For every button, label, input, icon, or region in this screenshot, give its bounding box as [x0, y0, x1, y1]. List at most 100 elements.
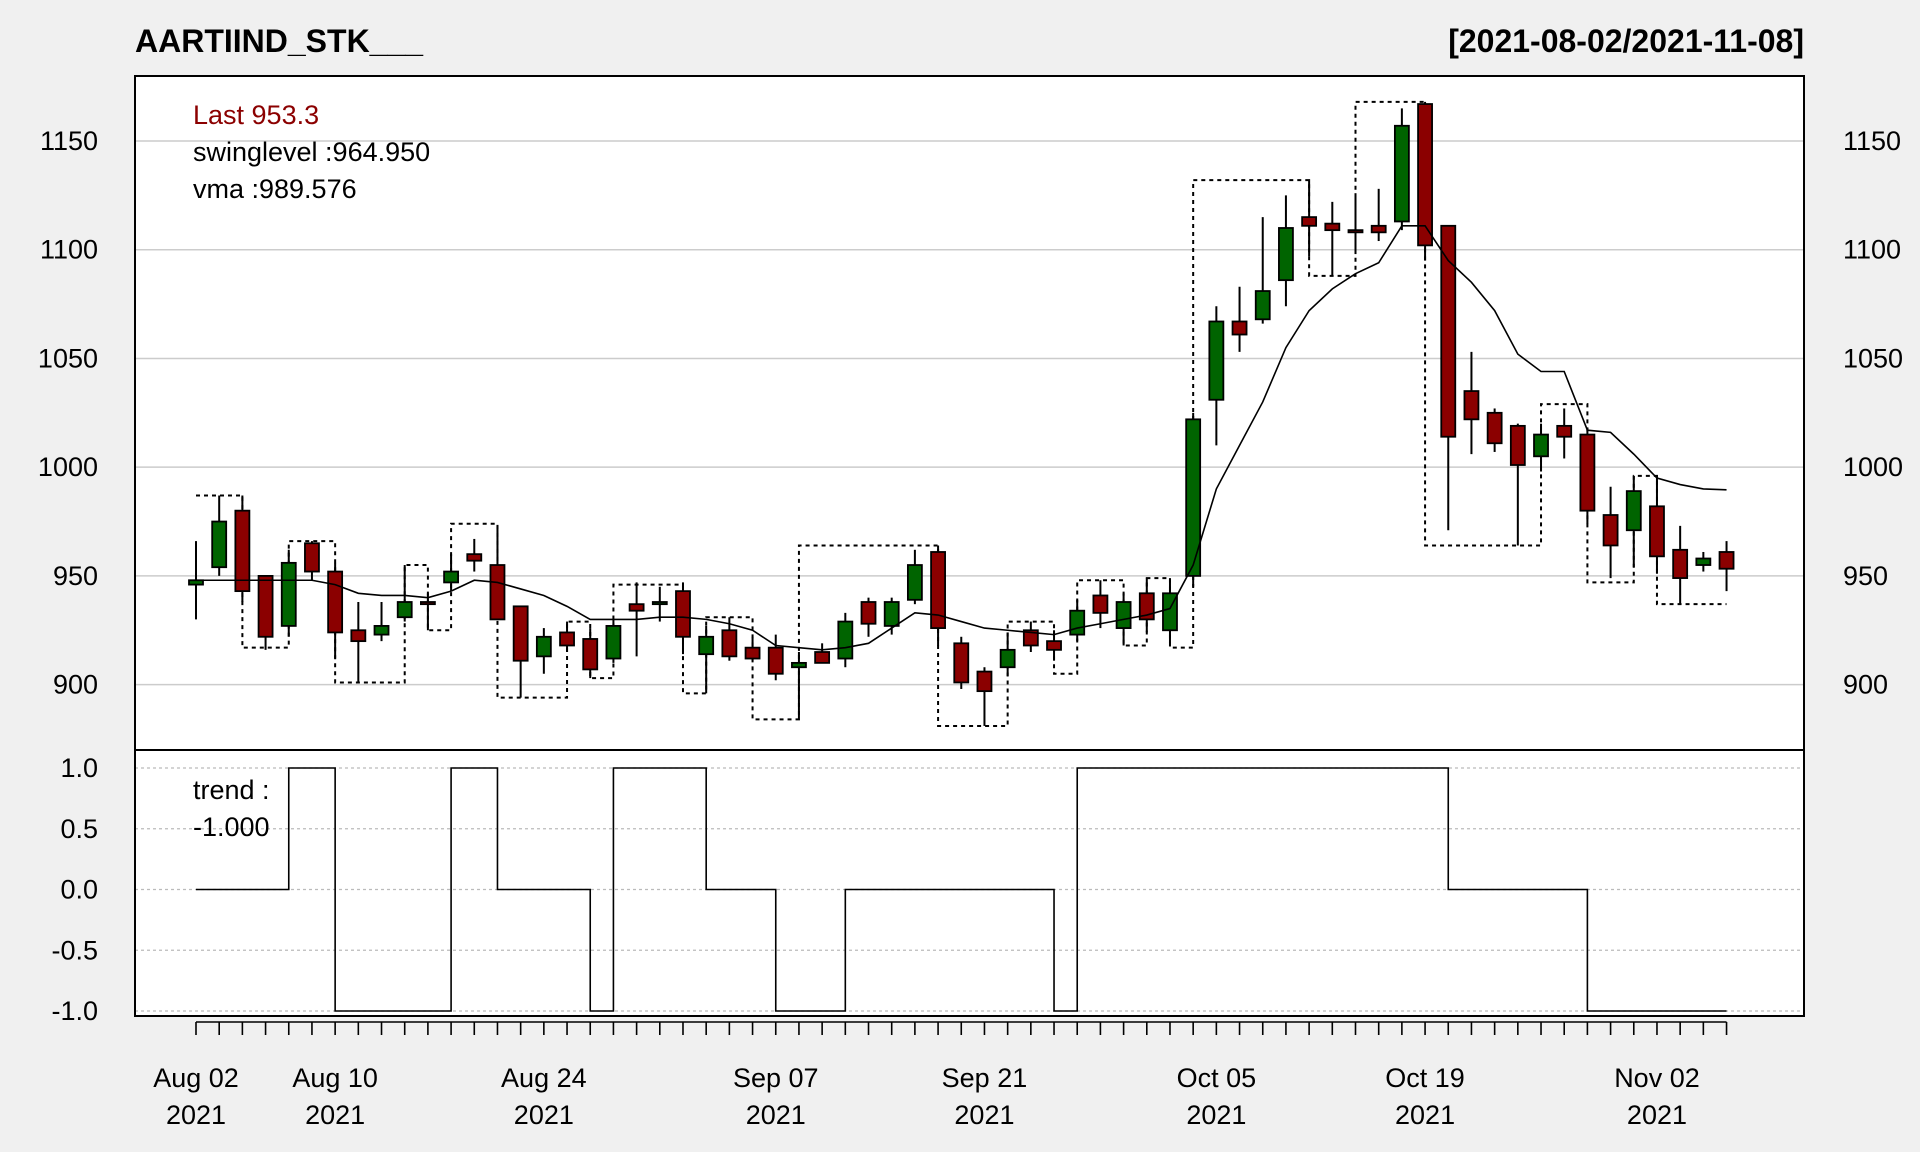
candle	[535, 628, 552, 674]
candle	[1556, 408, 1573, 459]
candle	[1231, 286, 1248, 352]
candle-body-down	[628, 603, 645, 612]
price-tick-label-right: 900	[1843, 670, 1888, 700]
candle	[211, 495, 228, 576]
candle	[1672, 525, 1689, 605]
candle	[1370, 188, 1387, 242]
candle-body-up	[1254, 290, 1271, 321]
candle	[1649, 475, 1665, 574]
candle-body-down	[582, 638, 599, 671]
trend-tick-label: -1.0	[51, 996, 98, 1026]
candle	[1022, 621, 1039, 653]
candle-body-down	[1417, 103, 1433, 247]
candle	[443, 554, 459, 592]
candle	[930, 545, 946, 646]
legend-last: Last 953.3	[193, 100, 319, 130]
candle	[1486, 408, 1503, 452]
candle	[396, 565, 413, 622]
candle-body-down	[1092, 594, 1109, 614]
candle-body-down	[1649, 505, 1665, 558]
candle	[559, 621, 575, 653]
candle	[489, 525, 506, 621]
candle-body-up	[373, 625, 390, 636]
candle-body-down	[1231, 320, 1248, 336]
candle-body-down	[860, 601, 877, 625]
candle	[1718, 541, 1735, 592]
candle	[906, 549, 923, 605]
candle	[1579, 428, 1596, 524]
candle-body-down	[976, 670, 993, 693]
candle-body-down	[419, 601, 436, 606]
candle-body-down	[1672, 548, 1689, 579]
candle	[280, 549, 297, 637]
candle-body-down	[489, 564, 506, 621]
x-tick-year: 2021	[166, 1100, 226, 1130]
candle-body-up	[883, 601, 900, 627]
candle-body-down	[744, 646, 761, 660]
candle-body-down	[1440, 224, 1457, 438]
candle	[304, 541, 320, 581]
price-tick-label-left: 900	[53, 670, 98, 700]
legend-trend-value: -1.000	[193, 812, 270, 842]
candle	[512, 605, 529, 698]
candle	[1417, 101, 1433, 261]
legend-trend-label: trend :	[193, 775, 270, 805]
candle-body-up	[443, 570, 459, 584]
candle	[999, 632, 1016, 676]
candle	[837, 612, 854, 668]
candle-body-down	[1486, 411, 1503, 445]
legend-swinglevel: swinglevel :964.950	[193, 137, 430, 167]
candle	[791, 652, 807, 720]
x-tick-label: Oct 19	[1385, 1063, 1465, 1093]
candle-body-down	[257, 575, 274, 638]
candle	[1602, 486, 1619, 579]
plot-border	[134, 75, 1805, 1017]
candle	[675, 582, 691, 655]
price-tick-label-right: 1150	[1843, 126, 1901, 156]
candle	[1393, 108, 1410, 231]
candle	[1533, 423, 1549, 472]
trend-tick-label: 0.5	[60, 814, 98, 844]
candle-body-down	[930, 551, 946, 629]
candle-body-down	[953, 642, 970, 684]
candle	[976, 667, 993, 726]
x-tick-label: Oct 05	[1177, 1063, 1257, 1093]
candle	[1695, 551, 1712, 572]
candle	[373, 601, 390, 642]
candle	[1208, 306, 1225, 446]
trend-tick-label: 1.0	[60, 753, 98, 783]
x-tick-label: Aug 10	[292, 1063, 378, 1093]
candle	[1324, 201, 1341, 276]
candle-body-down	[1347, 229, 1364, 234]
price-panel	[135, 76, 1804, 750]
x-tick-label: Nov 02	[1614, 1063, 1700, 1093]
candle-body-up	[1115, 601, 1132, 629]
price-tick-label-right: 1000	[1843, 452, 1903, 482]
candle-body-down	[234, 509, 251, 593]
candle-body-up	[1625, 490, 1642, 532]
candle	[257, 575, 274, 650]
candle	[1092, 580, 1109, 629]
candle-body-up	[1393, 124, 1410, 223]
price-tick-label-right: 1050	[1843, 343, 1903, 373]
candle	[814, 643, 831, 664]
x-tick-label: Aug 02	[153, 1063, 239, 1093]
candle-body-up	[837, 620, 854, 660]
price-tick-label-right: 1100	[1843, 235, 1901, 265]
candle	[953, 636, 970, 689]
price-tick-label-left: 950	[53, 561, 98, 591]
candle-body-down	[512, 605, 529, 662]
candle	[767, 634, 784, 681]
candle-body-down	[350, 629, 367, 643]
candle	[419, 593, 436, 631]
candle-body-down	[721, 629, 738, 658]
candle-body-up	[999, 648, 1016, 669]
candle	[1301, 180, 1318, 257]
trend-line	[196, 767, 1727, 1012]
candle	[651, 586, 668, 622]
x-tick-year: 2021	[1395, 1100, 1455, 1130]
candle-body-up	[791, 661, 807, 669]
candle-body-down	[1463, 390, 1480, 421]
candle-body-up	[396, 601, 413, 619]
